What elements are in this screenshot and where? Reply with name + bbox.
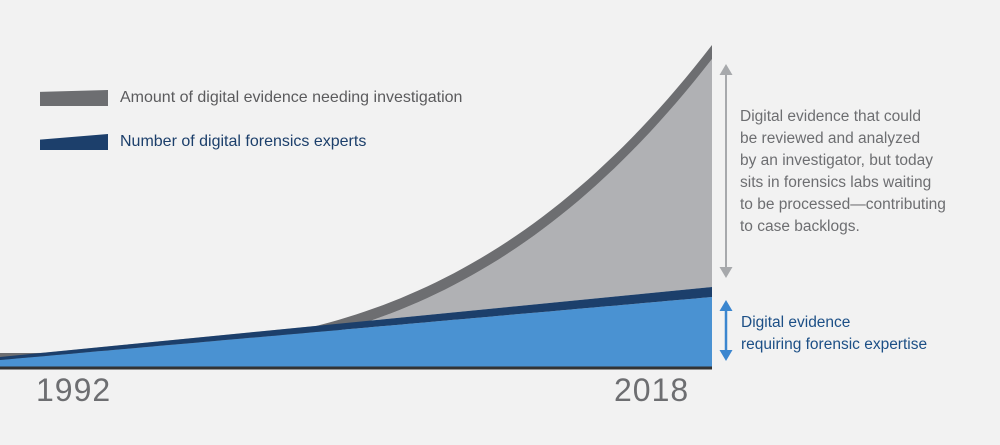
evidence-series-band <box>0 45 712 362</box>
expertise-range-arrow <box>719 300 733 361</box>
legend-item-evidence: Amount of digital evidence needing inves… <box>40 86 462 110</box>
expertise-annotation-line: requiring forensic expertise <box>741 336 928 353</box>
backlog-annotation-line: sits in forensics labs waiting <box>740 174 932 191</box>
legend-swatch-evidence <box>40 90 108 106</box>
experts-series-band <box>0 287 712 360</box>
backlog-annotation: Digital evidence that could be reviewed … <box>740 106 990 238</box>
legend-label-experts: Number of digital forensics experts <box>120 133 367 150</box>
legend-swatch-experts <box>40 134 108 150</box>
legend-label-evidence: Amount of digital evidence needing inves… <box>120 89 463 106</box>
backlog-annotation-line: to case backlogs. <box>740 218 860 235</box>
legend-item-experts: Number of digital forensics experts <box>40 130 462 154</box>
legend: Amount of digital evidence needing inves… <box>40 86 462 174</box>
x-tick-label-start: 1992 <box>36 372 112 408</box>
backlog-annotation-line: by an investigator, but today <box>740 152 934 169</box>
backlog-area <box>0 59 712 362</box>
backlog-annotation-line: to be processed—contributing <box>740 196 946 213</box>
expertise-annotation: Digital evidence requiring forensic expe… <box>741 312 991 356</box>
backlog-annotation-line: Digital evidence that could <box>740 108 921 125</box>
backlog-range-arrow <box>719 64 733 278</box>
expertise-area <box>0 297 712 368</box>
expertise-annotation-line: Digital evidence <box>741 314 851 331</box>
x-tick-label-end: 2018 <box>614 372 690 408</box>
backlog-annotation-line: be reviewed and analyzed <box>740 130 921 147</box>
